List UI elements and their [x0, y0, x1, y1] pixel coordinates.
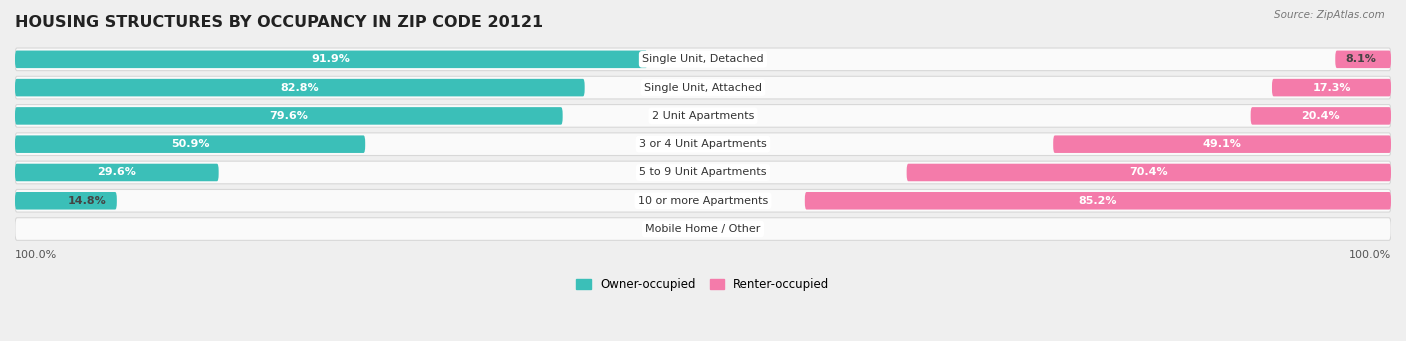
- Text: HOUSING STRUCTURES BY OCCUPANCY IN ZIP CODE 20121: HOUSING STRUCTURES BY OCCUPANCY IN ZIP C…: [15, 15, 543, 30]
- Text: 10 or more Apartments: 10 or more Apartments: [638, 196, 768, 206]
- Text: 14.8%: 14.8%: [67, 196, 107, 206]
- Text: 0.0%: 0.0%: [668, 224, 696, 234]
- Text: 17.3%: 17.3%: [1312, 83, 1351, 93]
- Legend: Owner-occupied, Renter-occupied: Owner-occupied, Renter-occupied: [576, 278, 830, 291]
- Text: 2 Unit Apartments: 2 Unit Apartments: [652, 111, 754, 121]
- FancyBboxPatch shape: [15, 48, 1391, 71]
- Text: 3 or 4 Unit Apartments: 3 or 4 Unit Apartments: [640, 139, 766, 149]
- FancyBboxPatch shape: [15, 161, 1391, 184]
- FancyBboxPatch shape: [1272, 79, 1391, 97]
- FancyBboxPatch shape: [15, 190, 1391, 212]
- FancyBboxPatch shape: [15, 135, 366, 153]
- FancyBboxPatch shape: [15, 164, 219, 181]
- FancyBboxPatch shape: [15, 107, 562, 125]
- FancyBboxPatch shape: [1336, 50, 1391, 68]
- Text: 79.6%: 79.6%: [270, 111, 308, 121]
- Text: 100.0%: 100.0%: [1348, 250, 1391, 260]
- Text: 50.9%: 50.9%: [172, 139, 209, 149]
- FancyBboxPatch shape: [15, 192, 117, 209]
- FancyBboxPatch shape: [15, 79, 585, 97]
- Text: 0.0%: 0.0%: [710, 224, 738, 234]
- Text: 29.6%: 29.6%: [97, 167, 136, 177]
- Text: 82.8%: 82.8%: [281, 83, 319, 93]
- FancyBboxPatch shape: [907, 164, 1391, 181]
- Text: 20.4%: 20.4%: [1302, 111, 1340, 121]
- FancyBboxPatch shape: [15, 50, 647, 68]
- FancyBboxPatch shape: [804, 192, 1391, 209]
- Text: 5 to 9 Unit Apartments: 5 to 9 Unit Apartments: [640, 167, 766, 177]
- Text: 8.1%: 8.1%: [1346, 54, 1376, 64]
- Text: 100.0%: 100.0%: [15, 250, 58, 260]
- Text: Source: ZipAtlas.com: Source: ZipAtlas.com: [1274, 10, 1385, 20]
- FancyBboxPatch shape: [15, 133, 1391, 155]
- FancyBboxPatch shape: [15, 218, 1391, 240]
- FancyBboxPatch shape: [15, 76, 1391, 99]
- FancyBboxPatch shape: [1251, 107, 1391, 125]
- Text: 49.1%: 49.1%: [1202, 139, 1241, 149]
- FancyBboxPatch shape: [15, 105, 1391, 127]
- Text: Mobile Home / Other: Mobile Home / Other: [645, 224, 761, 234]
- FancyBboxPatch shape: [1053, 135, 1391, 153]
- Text: 91.9%: 91.9%: [312, 54, 350, 64]
- Text: 85.2%: 85.2%: [1078, 196, 1118, 206]
- Text: Single Unit, Detached: Single Unit, Detached: [643, 54, 763, 64]
- Text: Single Unit, Attached: Single Unit, Attached: [644, 83, 762, 93]
- Text: 70.4%: 70.4%: [1129, 167, 1168, 177]
